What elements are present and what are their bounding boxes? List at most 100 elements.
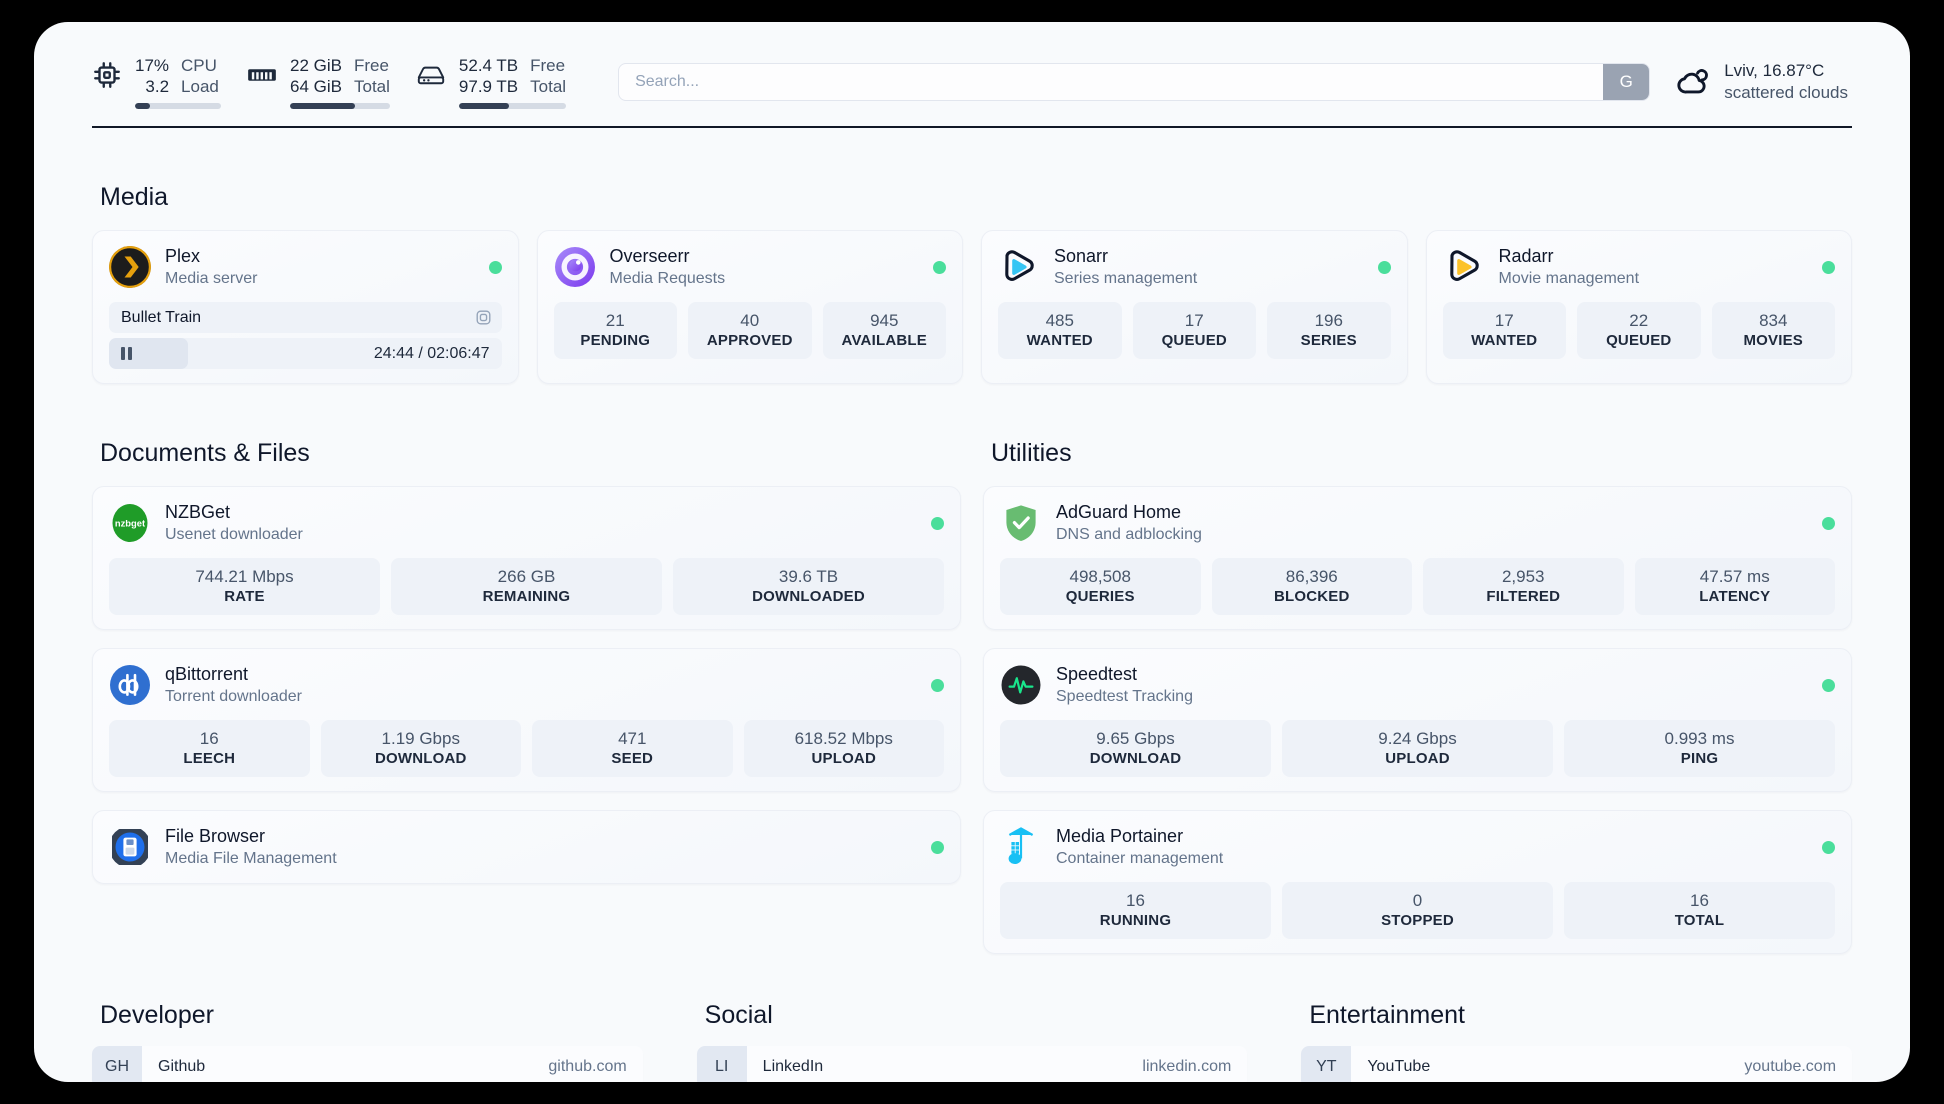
search-bar[interactable]: G [618,63,1651,101]
bookmark-name: Github [158,1058,206,1075]
status-indicator-dot [1822,516,1835,530]
qbittorrent-icon [109,664,151,706]
sonarr-icon [998,246,1040,288]
stat-leech: 16 LEECH [109,720,310,777]
card-meta: Plex Media server [165,245,475,289]
card-header: qBittorrent Torrent downloader [109,663,944,707]
stat-label: QUEUED [1606,332,1672,349]
bookmark-url: linkedin.com [1142,1058,1232,1075]
service-card-sonarr[interactable]: Sonarr Series management 485 WANTED 17 QUEUED… [981,230,1408,384]
disk-widget-progress-bar [458,103,567,109]
documents-card-stack: nzbget NZBGet Usenet downloader 744.21 Mbps… [92,486,961,884]
player-title-row: Bullet Train [109,302,502,333]
stat-value: 2,953 [1501,567,1545,586]
memory-widget-label-0: Free [353,56,389,75]
card-meta: NZBGet Usenet downloader [165,501,917,545]
stat-label: UPLOAD [1385,750,1450,767]
disk-widget-body: 52.4 TB 97.9 TB Free Total [458,55,567,109]
search-input[interactable] [619,64,1604,100]
service-card-overseerr[interactable]: Overseerr Media Requests 21 PENDING 40 APPROV… [536,230,963,384]
bookmark-link-linkedin[interactable]: LI LinkedIn linkedin.com [696,1046,1248,1082]
bookmark-link-youtube[interactable]: YT YouTube youtube.com [1301,1046,1853,1082]
card-app-name: Media Portainer [1056,826,1184,846]
stat-value: 471 [618,729,647,748]
stat-value: 9.24 Gbps [1378,729,1457,748]
disk-icon [416,60,446,90]
pause-icon[interactable] [121,347,132,360]
overseerr-icon [554,246,596,288]
bookmark-group-title: Entertainment [1309,1001,1465,1029]
card-app-desc: Usenet downloader [165,526,303,543]
stat-value: 16 [199,729,219,748]
stat-value: 834 [1759,311,1788,330]
stat-value: 485 [1045,311,1074,330]
service-card-qbittorrent[interactable]: qBittorrent Torrent downloader 16 LEECH 1.19… [92,648,961,792]
card-stats: 485 WANTED 17 QUEUED 196 SERIES [998,302,1391,359]
service-card-nzbget[interactable]: nzbget NZBGet Usenet downloader 744.21 Mbps… [92,486,961,630]
bookmark-link-github[interactable]: GH Github github.com [92,1046,643,1082]
status-indicator-dot [488,260,502,274]
memory-widget-value-0: 22 GiB [290,56,342,75]
stat-label: RUNNING [1099,912,1172,929]
section-title-utilities: Utilities [991,439,1072,467]
card-app-desc: Series management [1054,270,1198,287]
cpu-widget-labels: CPU Load [181,55,219,97]
stat-label: LATENCY [1699,588,1771,605]
card-app-desc: Media server [165,270,258,287]
card-meta: AdGuard Home DNS and adblocking [1056,501,1808,545]
disk-widget-value-1: 97.9 TB [458,77,519,96]
stat-wanted: 485 WANTED [998,302,1122,359]
stat-wanted: 17 WANTED [1442,302,1566,359]
service-card-media-portainer[interactable]: Media Portainer Container management 16 RUN… [983,810,1852,954]
status-indicator-dot [933,260,946,274]
stat-filtered: 2,953 FILTERED [1423,558,1624,615]
card-header: Plex Media server [109,245,502,289]
bookmark-group-title: Developer [100,1001,214,1029]
card-app-desc: Media Requests [609,270,726,287]
search-engine-button[interactable]: G [1603,64,1650,100]
disk-widget-rows: 52.4 TB 97.9 TB Free Total [459,55,566,97]
service-card-plex[interactable]: Plex Media server Bullet Train 24:44 / 02:0… [92,230,519,384]
card-header: nzbget NZBGet Usenet downloader [109,501,944,545]
card-app-name: Radarr [1498,246,1554,266]
status-indicator-dot [1822,678,1835,692]
cpu-widget-label-0: CPU [181,56,217,75]
stat-label: QUEUED [1161,332,1227,349]
stat-movies: 834 MOVIES [1711,302,1835,359]
card-meta: File Browser Media File Management [165,825,917,869]
status-indicator-dot [931,840,944,854]
stat-label: PING [1680,750,1719,767]
disk-widget-values: 52.4 TB 97.9 TB [459,55,518,97]
dashboard-page: 17% 3.2 CPU Load 22 GiB 64 GiB Free Total 52.4 T… [34,22,1910,1082]
stat-value: 17 [1494,311,1514,330]
stat-label: SEED [611,750,654,767]
card-app-name: Overseerr [609,246,690,266]
card-meta: qBittorrent Torrent downloader [165,663,917,707]
stat-value: 47.57 ms [1699,567,1770,586]
disk-widget-label-1: Total [530,77,567,96]
weather-location-temp: Lviv, 16.87°C [1724,61,1825,80]
service-card-adguard-home[interactable]: AdGuard Home DNS and adblocking 498,508 QUE… [983,486,1852,630]
stat-queued: 22 QUEUED [1577,302,1701,359]
status-indicator-dot [931,678,944,692]
stat-download: 9.65 Gbps DOWNLOAD [1000,720,1271,777]
media-card-row: Plex Media server Bullet Train 24:44 / 02:0… [92,230,1852,384]
card-meta: Speedtest Speedtest Tracking [1056,663,1808,707]
service-card-speedtest[interactable]: Speedtest Speedtest Tracking 9.65 Gbps DOWN… [983,648,1852,792]
section-title-documents: Documents & Files [100,439,310,467]
service-card-file-browser[interactable]: File Browser Media File Management [92,810,961,884]
dashboard-header: 17% 3.2 CPU Load 22 GiB 64 GiB Free Total 52.4 T… [34,22,1910,114]
stat-label: DOWNLOAD [1089,750,1182,767]
cast-icon[interactable] [475,309,492,326]
stat-value: 16 [1690,891,1709,910]
media-player: Bullet Train 24:44 / 02:06:47 [109,302,502,369]
card-meta: Overseerr Media Requests [610,245,920,289]
stat-label: AVAILABLE [841,332,927,349]
portainer-icon [1000,826,1042,868]
service-card-radarr[interactable]: Radarr Movie management 17 WANTED 22 QUEUED 83… [1425,230,1852,384]
stat-blocked: 86,396 BLOCKED [1211,558,1412,615]
player-progress-row[interactable]: 24:44 / 02:06:47 [109,338,502,369]
stat-queries: 498,508 QUERIES [1000,558,1201,615]
card-app-name: File Browser [165,826,266,846]
stat-value: 39.6 TB [778,567,839,586]
